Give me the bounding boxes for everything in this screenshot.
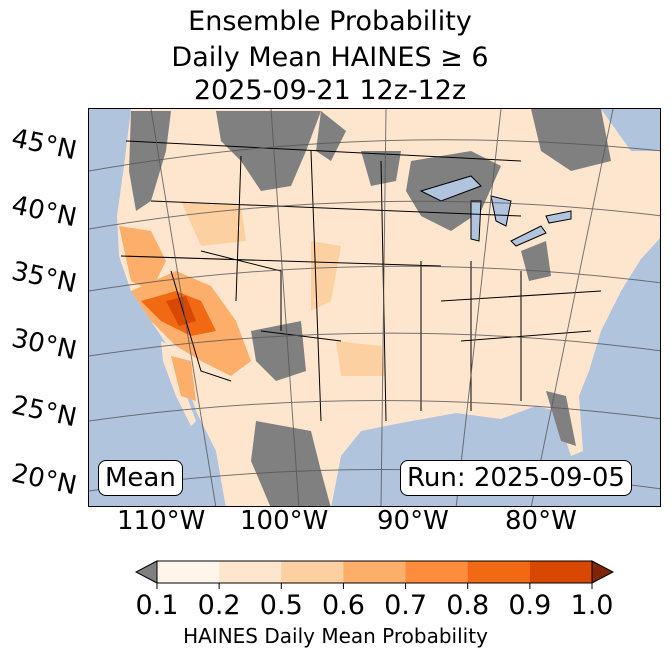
colorbar-cell [281,561,344,583]
lon-label-80: 80°W [505,506,577,536]
colorbar [134,560,615,589]
run-date-box: Run: 2025-09-05 [400,460,632,496]
colorbar-cell [529,561,593,583]
high-probability-areas [119,201,386,401]
colorbar-label: HAINES Daily Mean Probability [183,624,488,648]
state-borders [120,140,602,422]
title-line-2: Daily Mean HAINES ≥ 6 [171,42,489,73]
title-line-3: 2025-09-21 12z-12z [193,75,467,106]
colorbar-cell [157,561,220,583]
colorbar-cell [219,561,282,583]
title-line-1: Ensemble Probability [188,6,472,37]
colorbar-cell [467,561,531,583]
colorbar-tick-label: 0.9 [508,590,552,621]
graticule [89,109,660,506]
lon-label-110: 110°W [117,506,206,536]
colorbar-tick-label: 0.6 [321,590,365,621]
colorbar-tick-label: 0.2 [197,590,241,621]
lon-label-90: 90°W [377,506,449,536]
colorbar-tick-label: 0.5 [259,590,303,621]
colorbar-cell [405,561,469,583]
mean-label-box: Mean [98,460,183,496]
colorbar-tick-label: 0.7 [384,590,428,621]
map-canvas [89,109,660,506]
lon-label-100: 100°W [240,506,329,536]
colorbar-tick-label: 0.8 [446,590,490,621]
colorbar-tick-label: 1.0 [570,590,614,621]
colorbar-tick-label: 0.1 [135,590,179,621]
probability-map [88,108,661,507]
colorbar-outline [156,560,593,584]
colorbar-over-arrow [591,560,615,584]
colorbar-cell [343,561,407,583]
colorbar-under-arrow [134,560,158,584]
